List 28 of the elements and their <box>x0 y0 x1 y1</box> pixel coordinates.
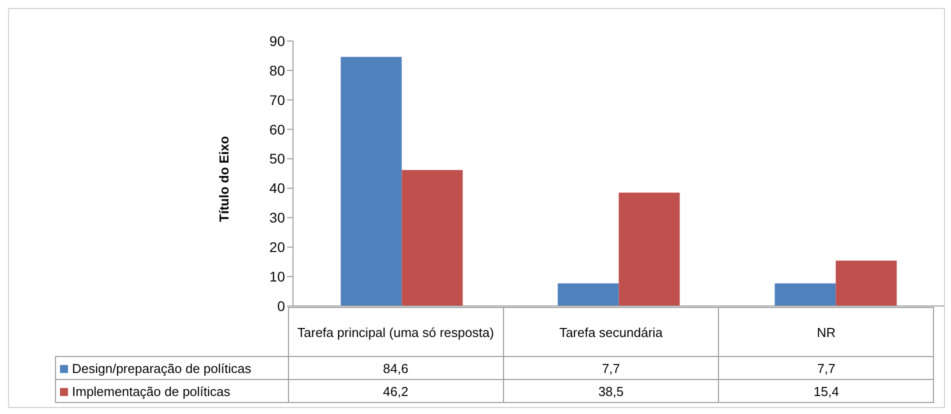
bar <box>402 170 463 306</box>
bar <box>558 283 619 306</box>
x-tick-label: Tarefa secundária <box>503 308 719 356</box>
x-tick-label: NR <box>718 308 934 356</box>
y-tick-label: 40 <box>269 180 286 196</box>
data-label: 7,7 <box>503 356 719 380</box>
data-label: 38,5 <box>503 380 719 402</box>
legend-label: Design/preparação de políticas <box>56 356 288 380</box>
y-tick-label: 60 <box>269 121 286 138</box>
y-tick-label: 50 <box>269 150 286 167</box>
y-tick-label: 30 <box>269 210 286 226</box>
y-tick-label: 70 <box>269 92 286 108</box>
bar <box>340 56 402 306</box>
y-tick-label: 90 <box>269 32 286 49</box>
y-tick-label: 20 <box>269 239 286 256</box>
data-label: 46,2 <box>288 380 504 402</box>
bar <box>774 283 836 306</box>
y-tick-label: 10 <box>269 268 286 285</box>
x-tick-label: Tarefa principal (uma só resposta) <box>288 308 504 356</box>
y-axis-title: Título do Eixo <box>216 136 232 222</box>
data-label: 15,4 <box>718 380 934 402</box>
bar <box>618 192 680 306</box>
data-label: 7,7 <box>718 356 934 380</box>
bar <box>836 260 897 306</box>
data-label: 84,6 <box>288 356 504 380</box>
legend-label: Implementação de políticas <box>56 380 288 402</box>
y-tick-label: 0 <box>277 298 286 314</box>
y-tick-label: 80 <box>269 62 286 78</box>
